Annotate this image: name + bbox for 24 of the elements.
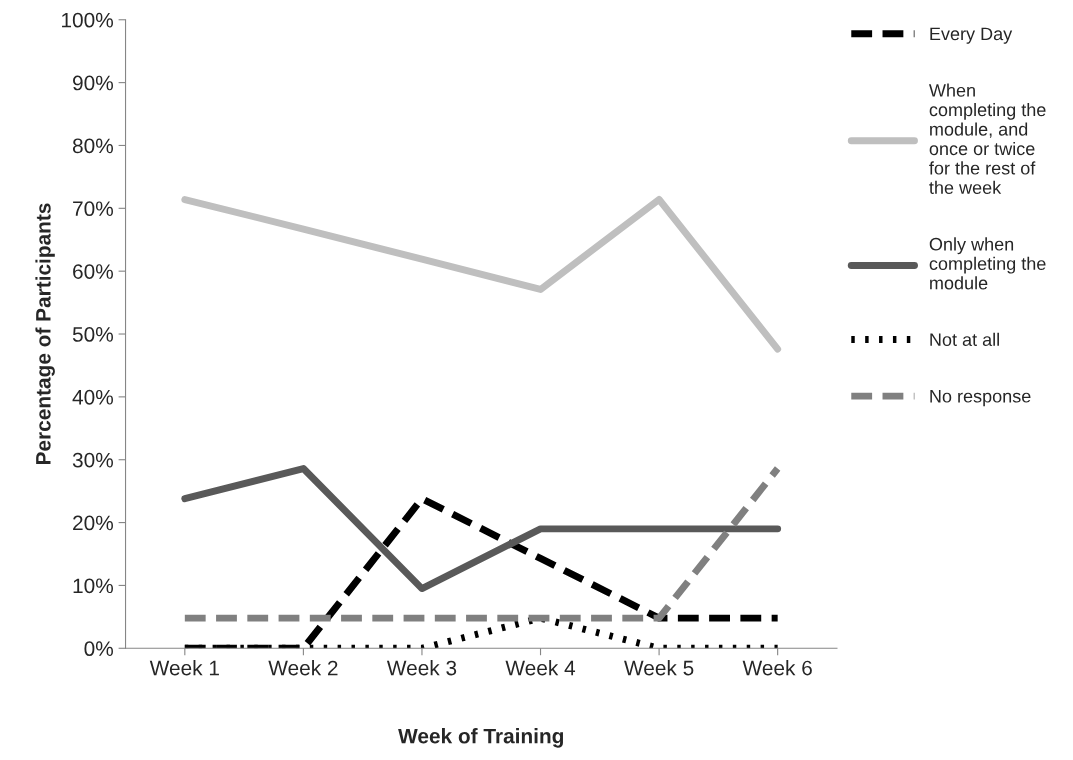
x-tick-label: Week 2 <box>268 660 338 676</box>
y-tick-label: 50% <box>72 327 113 342</box>
x-tick-label: Week 1 <box>149 660 219 676</box>
x-tick-label: Week 5 <box>624 660 694 676</box>
legend-label: Every Day <box>930 27 1013 44</box>
y-tick-label: 60% <box>73 264 113 279</box>
y-tick-label: 80% <box>72 138 113 154</box>
y-tick-label: 90% <box>73 75 113 91</box>
y-axis-title: Percentage of Participants <box>35 203 55 465</box>
legend-label: Only when completing the module <box>929 237 1046 290</box>
y-tick-label: 40% <box>72 389 113 405</box>
x-tick-label: Week 3 <box>386 660 457 676</box>
x-tick-label: Week 6 <box>742 660 812 676</box>
y-tick-label: 0% <box>84 641 113 657</box>
legend-label: No response <box>930 390 1031 407</box>
x-tick-label: Week 4 <box>505 660 576 676</box>
legend-label: When completing the module, and once or twice for the rest of the week <box>928 83 1046 195</box>
x-axis-title: Week of Training <box>398 728 564 748</box>
y-tick-label: 70% <box>73 201 113 217</box>
y-tick-label: 20% <box>73 515 113 531</box>
y-tick-label: 10% <box>73 578 113 594</box>
y-tick-label: 100% <box>62 12 113 28</box>
legend-label: Not at all <box>930 332 999 347</box>
y-tick-label: 30% <box>72 452 113 468</box>
